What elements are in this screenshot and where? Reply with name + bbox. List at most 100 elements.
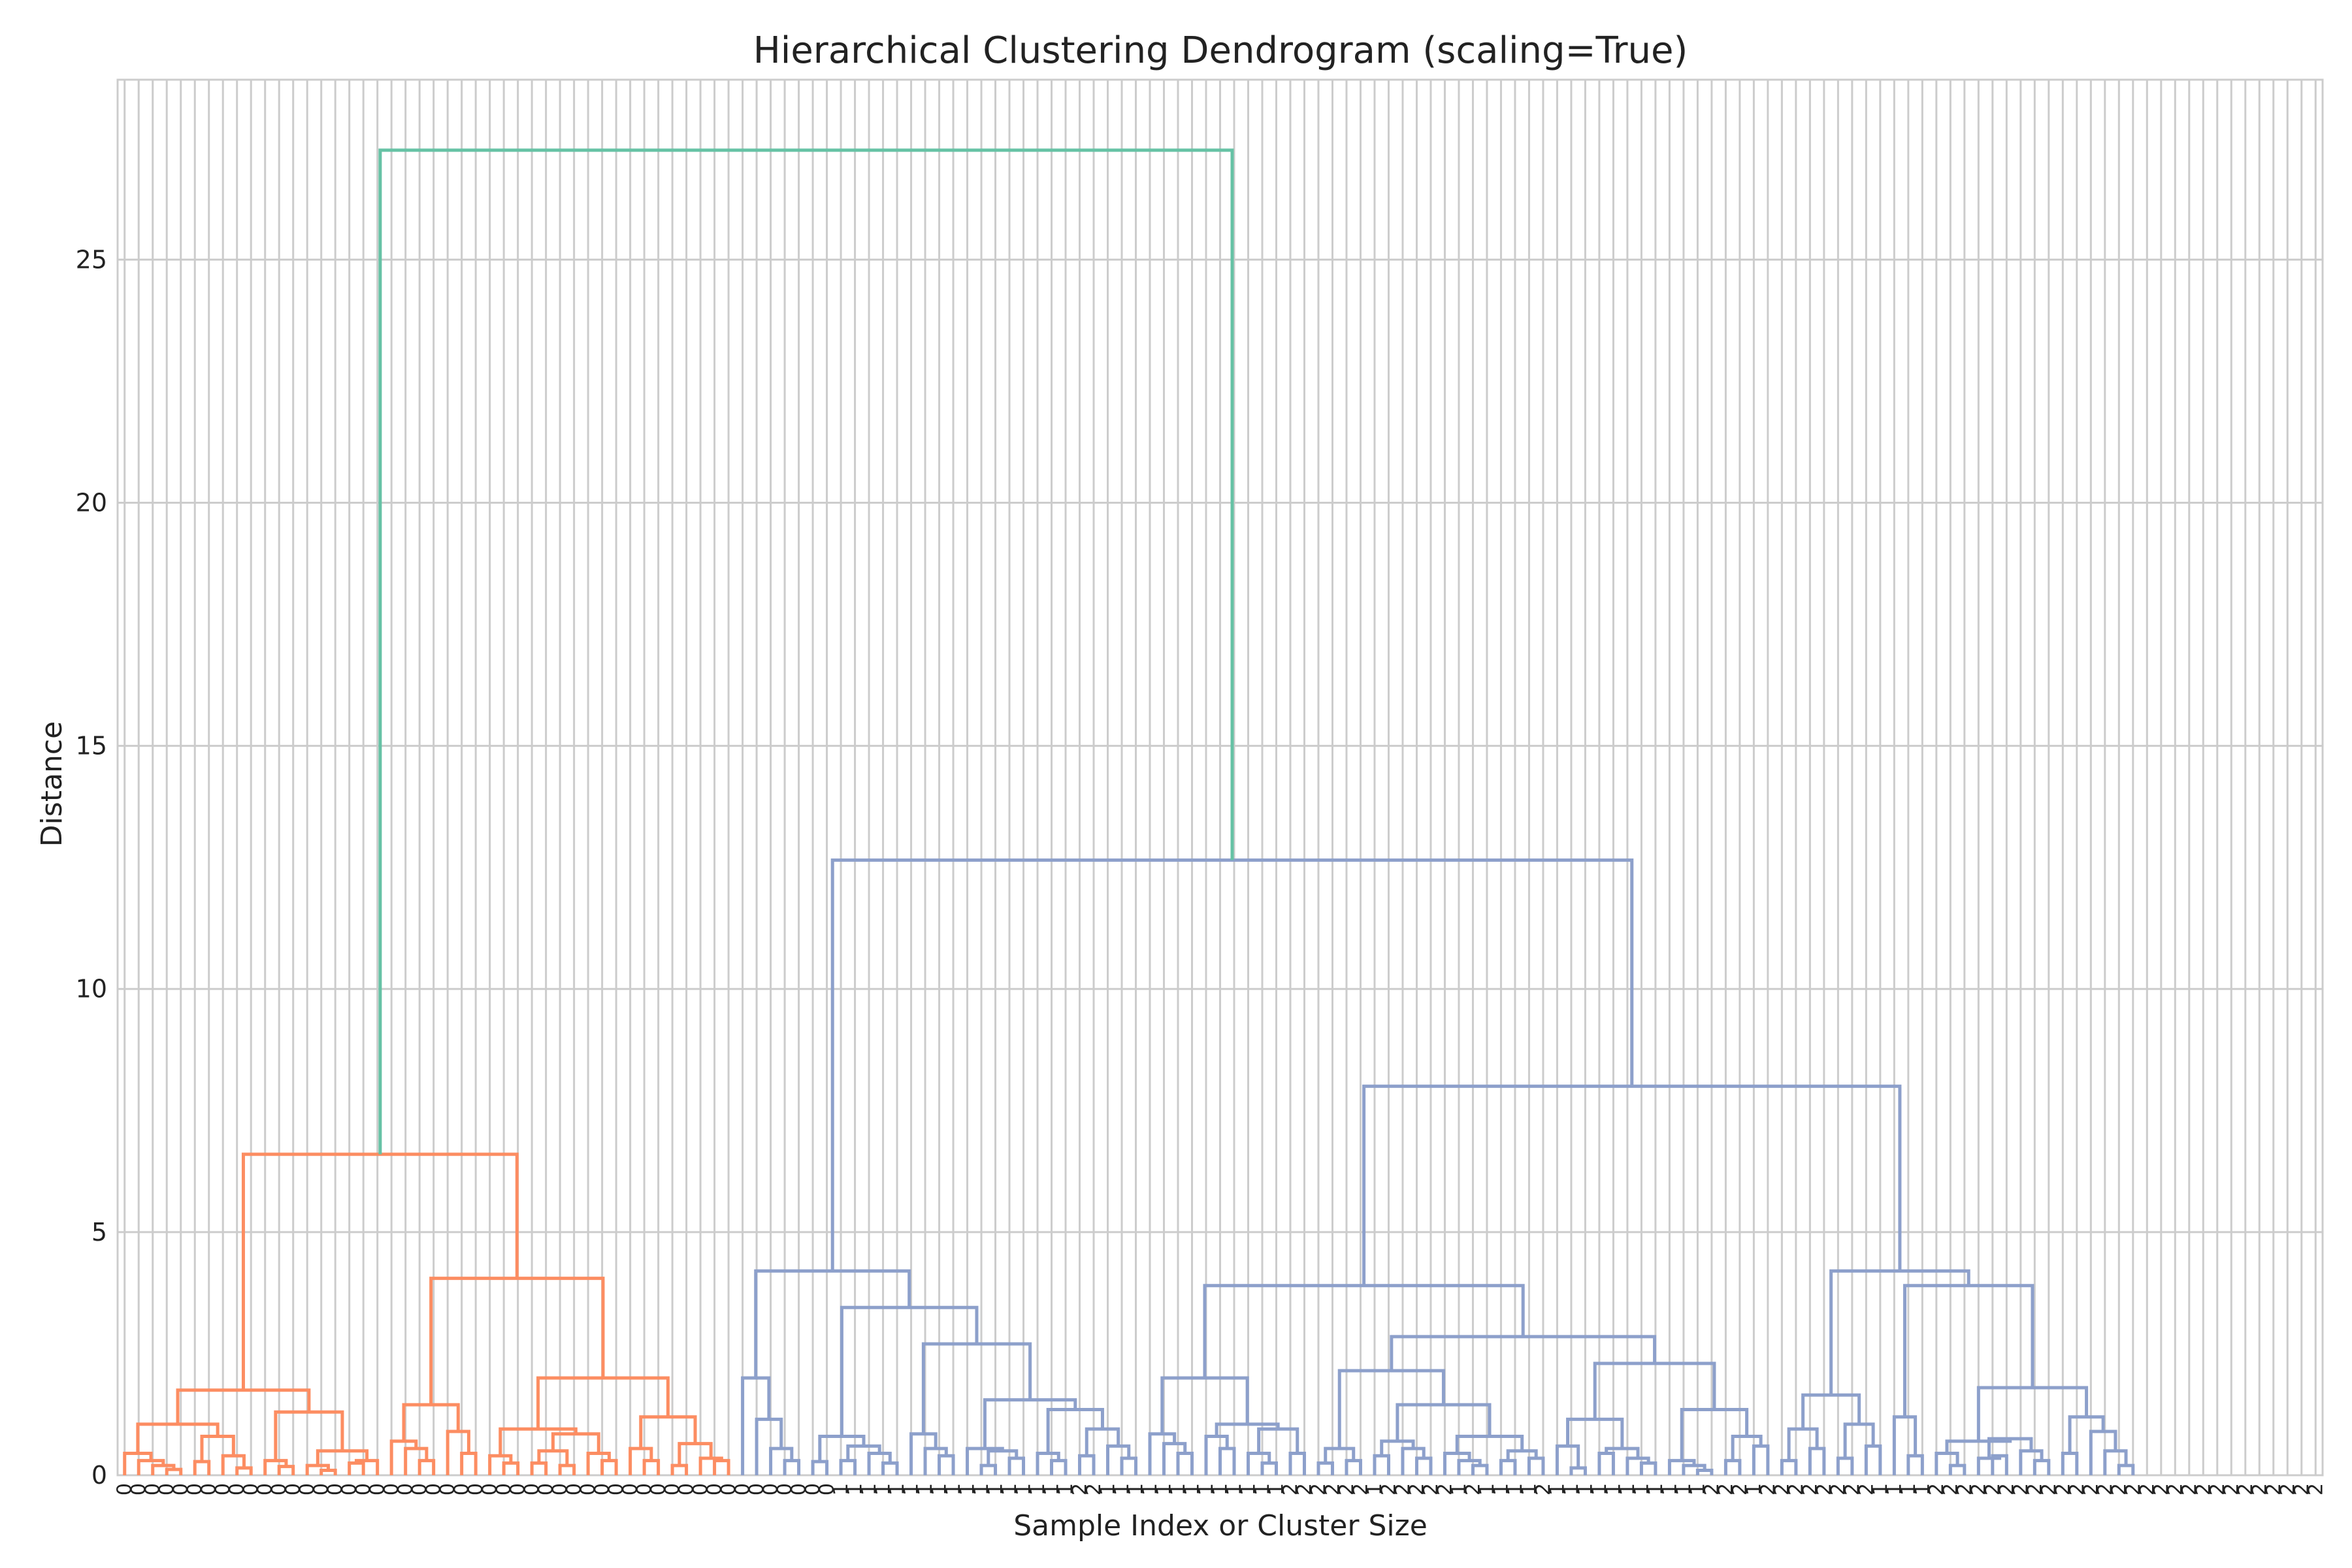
x-tick-label: 0 [633, 1483, 656, 1495]
dendrogram-link [1257, 1427, 1299, 1454]
x-tick-label: 1 [942, 1483, 965, 1495]
dendrogram-link [1203, 1284, 1525, 1379]
x-tick-label: 0 [507, 1483, 530, 1495]
dendrogram-link [840, 1305, 979, 1437]
x-tick-label: 0 [296, 1483, 319, 1495]
x-tick-label: 2 [2066, 1483, 2089, 1495]
x-tick-label: 2 [1433, 1483, 1456, 1495]
dendrogram-links [123, 148, 2135, 1475]
x-tick-label: 0 [732, 1483, 755, 1495]
x-tick-label: 2 [2220, 1483, 2243, 1495]
x-tick-label: 0 [380, 1483, 403, 1495]
y-tick-label: 10 [76, 975, 107, 1004]
dendrogram-link [2103, 1449, 2128, 1475]
x-tick-label: 0 [704, 1483, 727, 1495]
dendrogram-link [1787, 1427, 1819, 1461]
x-tick-label: 0 [127, 1483, 150, 1495]
x-tick-label: 0 [170, 1483, 193, 1495]
x-tick-label: 0 [619, 1483, 642, 1495]
dendrogram-link [1443, 1452, 1471, 1475]
x-axis-label: Sample Index or Cluster Size [1013, 1509, 1428, 1543]
x-tick-label: 1 [1097, 1483, 1120, 1495]
x-tick-label: 2 [1420, 1483, 1443, 1495]
dendrogram-link [530, 1461, 548, 1475]
dendrogram-link [2061, 1452, 2079, 1475]
dendrogram-link [389, 1439, 418, 1475]
dendrogram-link [460, 1452, 478, 1475]
dendrogram-link [235, 1466, 253, 1475]
x-tick-label: 2 [2234, 1483, 2257, 1495]
x-tick-label: 1 [872, 1483, 895, 1495]
x-tick-label: 0 [142, 1483, 165, 1495]
x-tick-label: 1 [1658, 1483, 1681, 1495]
dendrogram-link [1801, 1393, 1861, 1429]
dendrogram-link [2019, 1449, 2044, 1475]
x-tick-label: 2 [1982, 1483, 2004, 1495]
dendrogram-link [713, 1459, 730, 1475]
dendrogram-link [1260, 1461, 1278, 1475]
x-tick-label: 1 [1588, 1483, 1611, 1495]
x-tick-label: 0 [212, 1483, 235, 1495]
x-tick-label: 2 [2276, 1483, 2299, 1495]
x-tick-label: 1 [1364, 1483, 1386, 1495]
x-tick-label: 1 [1195, 1483, 1218, 1495]
x-tick-label: 1 [1869, 1483, 1892, 1495]
y-tick-label: 25 [76, 245, 107, 274]
x-tick-label: 2 [2051, 1483, 2074, 1495]
dendrogram-link [1843, 1422, 1875, 1458]
dendrogram-link [811, 1460, 829, 1475]
x-tick-label: 1 [886, 1483, 909, 1495]
dendrogram-link [1976, 1456, 2002, 1475]
dendrogram-link [938, 1454, 955, 1475]
dendrogram-link [678, 1442, 713, 1466]
x-tick-label: 2 [2291, 1483, 2313, 1495]
dendrogram-link [1864, 1444, 1882, 1475]
dendrogram-link [586, 1452, 611, 1475]
dendrogram-link [137, 1459, 165, 1475]
y-tick-label: 5 [91, 1218, 107, 1247]
dendrogram-link [1695, 1469, 1714, 1475]
x-tick-label: 0 [493, 1483, 515, 1495]
y-tick-label: 0 [91, 1461, 107, 1490]
x-tick-label: 0 [254, 1483, 277, 1495]
dendrogram-link [966, 1446, 1004, 1475]
dendrogram-link [1625, 1456, 1650, 1475]
dendrogram-link [1836, 1456, 1854, 1475]
x-tick-label: 0 [198, 1483, 221, 1495]
x-tick-label: 1 [956, 1483, 979, 1495]
x-tick-label: 1 [1644, 1483, 1667, 1495]
dendrogram-link [642, 1459, 661, 1475]
dendrogram-link [1569, 1466, 1587, 1475]
x-tick-label: 0 [338, 1483, 361, 1495]
x-tick-label: 1 [858, 1483, 881, 1495]
x-tick-label: 2 [1939, 1483, 1962, 1495]
x-tick-label: 2 [2122, 1483, 2145, 1495]
x-tick-label: 0 [577, 1483, 600, 1495]
dendrogram-link [1639, 1461, 1658, 1475]
dendrogram-link [1120, 1456, 1138, 1475]
dendrogram-link [1401, 1446, 1426, 1475]
dendrogram-link [429, 1277, 605, 1405]
x-tick-label: 0 [367, 1483, 389, 1495]
x-tick-label: 2 [1925, 1483, 1948, 1495]
x-tick-label: 0 [816, 1483, 839, 1495]
x-tick-label: 0 [647, 1483, 670, 1495]
x-tick-label: 2 [2206, 1483, 2229, 1495]
x-tick-label: 2 [1855, 1483, 1878, 1495]
dendrogram-link [1036, 1452, 1060, 1475]
x-axis-ticks: 0000000000000000000000000000000000000000… [114, 1483, 2328, 1495]
x-tick-label: 2 [2164, 1483, 2187, 1495]
x-tick-label: 1 [1209, 1483, 1232, 1495]
dendrogram-link [1085, 1427, 1120, 1456]
dendrogram-link [754, 1269, 911, 1379]
x-tick-label: 1 [1448, 1483, 1471, 1495]
x-tick-label: 2 [2192, 1483, 2215, 1495]
x-tick-label: 2 [2136, 1483, 2159, 1495]
x-tick-label: 0 [535, 1483, 558, 1495]
dendrogram-link [193, 1460, 211, 1475]
dendrogram-link [1935, 1452, 1959, 1475]
x-tick-label: 2 [2248, 1483, 2271, 1495]
x-tick-label: 1 [1181, 1483, 1204, 1495]
